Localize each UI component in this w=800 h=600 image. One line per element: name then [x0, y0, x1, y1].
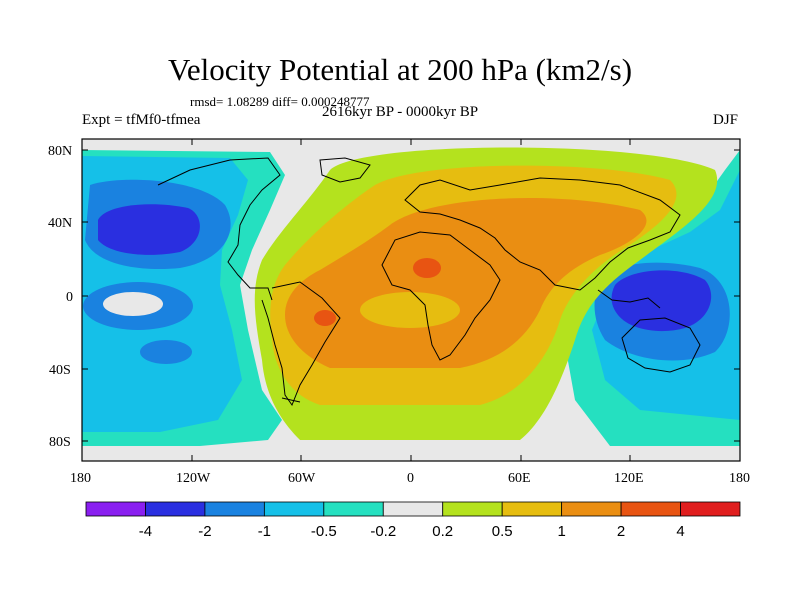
colorbar-swatch: [382, 501, 444, 517]
colorbar-label: 1: [557, 523, 565, 540]
colorbar-swatch: [323, 501, 384, 517]
colorbar: -4 -2 -1 -0.5 -0.2 0.2 0.5 1 2 4: [85, 501, 741, 540]
experiment-label: Expt = tfMf0-tfmea: [82, 112, 201, 128]
colorbar-label: 0.2: [432, 523, 453, 540]
colorbar-swatch: [561, 501, 622, 517]
contour-neutral-eq: [103, 292, 163, 316]
colorbar-swatch: [145, 501, 206, 517]
contour-pos-1: [285, 198, 647, 368]
contour-neg-1-south: [140, 340, 192, 364]
colorbar-label: -2: [198, 523, 211, 540]
colorbar-label: -4: [139, 523, 152, 540]
lat-tick-80n: 80N: [48, 144, 72, 159]
map-title: Velocity Potential at 200 hPa (km2/s): [167, 52, 633, 87]
colorbar-swatch: [442, 501, 503, 517]
lon-tick-60e: 60E: [508, 471, 531, 486]
lat-tick-40s: 40S: [49, 363, 71, 378]
contour-field: [82, 139, 740, 461]
colorbar-label: 0.5: [492, 523, 513, 540]
colorbar-swatch: [680, 501, 741, 517]
period-label: 2616kyr BP - 0000kyr BP: [322, 104, 479, 120]
lat-axis: 80N 40N 0 40S 80S: [48, 144, 740, 450]
lon-tick-0: 0: [407, 471, 414, 486]
contour-pos-2-samerica: [314, 310, 336, 326]
stats-text: rmsd= 1.08289 diff= 0.000248777: [190, 94, 370, 109]
colorbar-label: -0.5: [311, 523, 337, 540]
colorbar-label: -1: [258, 523, 271, 540]
colorbar-label: 2: [617, 523, 625, 540]
colorbar-swatch: [263, 501, 325, 517]
season-label: DJF: [712, 112, 738, 128]
colorbar-swatch: [85, 501, 146, 517]
contour-neg-2-east: [611, 270, 712, 332]
colorbar-swatch: [620, 501, 681, 517]
lon-tick-120e: 120E: [614, 471, 644, 486]
colorbar-swatch: [501, 501, 563, 517]
lon-axis: 180 120W 60W 0 60E 120E 180: [70, 139, 750, 486]
lon-tick-60w: 60W: [288, 471, 316, 486]
contour-pos-05-inner: [360, 292, 460, 328]
lon-tick-180w: 180: [70, 471, 91, 486]
contour-pos-2-africa: [413, 258, 441, 278]
colorbar-swatch: [204, 501, 265, 517]
lat-tick-0: 0: [66, 290, 73, 305]
lat-tick-40n: 40N: [48, 216, 72, 231]
lat-tick-80s: 80S: [49, 435, 71, 450]
colorbar-label: -0.2: [370, 523, 396, 540]
lon-tick-120w: 120W: [176, 471, 211, 486]
colorbar-label: 4: [676, 523, 684, 540]
coastlines: [157, 157, 701, 407]
lon-tick-180e: 180: [729, 471, 750, 486]
contour-neg-2-west: [98, 204, 200, 255]
